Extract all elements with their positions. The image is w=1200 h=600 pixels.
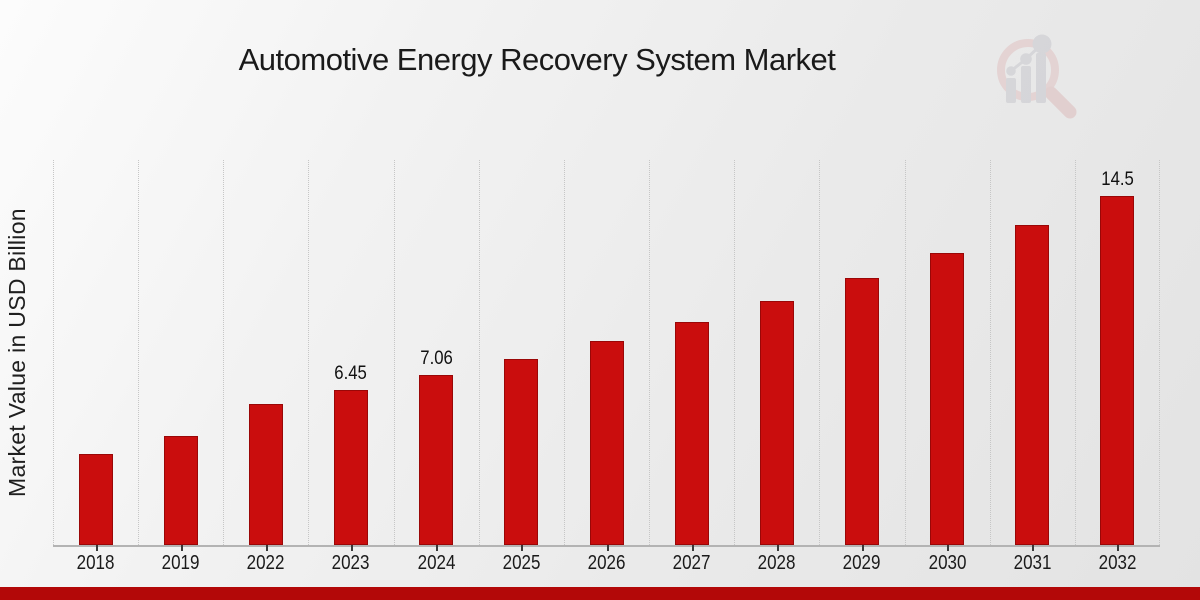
bar-2023 xyxy=(334,389,369,545)
x-axis-tick xyxy=(776,545,779,551)
x-axis-tick xyxy=(351,545,354,551)
gridline xyxy=(904,160,906,545)
x-axis-tick xyxy=(521,545,524,551)
x-tick-label-2030: 2030 xyxy=(928,552,967,574)
bar-2018 xyxy=(78,454,113,545)
bar-value-label: 14.5 xyxy=(1101,169,1134,191)
x-axis-tick xyxy=(1032,545,1035,551)
magnifier-handle-icon xyxy=(1044,86,1077,119)
x-axis-tick xyxy=(1117,545,1120,551)
gridline xyxy=(1074,160,1076,545)
bar-2031 xyxy=(1015,224,1050,545)
x-tick-label-2028: 2028 xyxy=(757,552,796,574)
gridline xyxy=(1159,160,1160,545)
y-axis-label: Market Value in USD Billion xyxy=(4,208,30,497)
bar-2025 xyxy=(504,359,539,545)
gridline xyxy=(563,160,565,545)
x-tick-label-2025: 2025 xyxy=(502,552,541,574)
logo-bars-icon xyxy=(1006,34,1052,103)
gridline xyxy=(223,160,225,545)
bar-2029 xyxy=(844,277,879,545)
gridline xyxy=(649,160,651,545)
x-tick-label-2031: 2031 xyxy=(1013,552,1052,574)
bar-2024 xyxy=(419,375,454,545)
x-axis-tick xyxy=(95,545,98,551)
x-tick-label-2022: 2022 xyxy=(246,552,285,574)
bar-2019 xyxy=(163,436,198,545)
mrfr-logo xyxy=(997,34,1077,119)
chart-title: Automotive Energy Recovery System Market xyxy=(238,42,836,77)
x-tick-label-2018: 2018 xyxy=(76,552,115,574)
x-axis-tick xyxy=(947,545,950,551)
footer-ribbon xyxy=(0,587,1200,600)
bar-2032 xyxy=(1100,196,1135,545)
x-axis-tick xyxy=(436,545,439,551)
bar-2022 xyxy=(248,403,283,545)
x-axis-tick xyxy=(265,545,268,551)
bar-2030 xyxy=(930,252,965,545)
x-axis-tick xyxy=(606,545,609,551)
bar-value-label: 6.45 xyxy=(334,362,368,384)
x-axis-tick xyxy=(861,545,864,551)
bar-2027 xyxy=(674,321,709,545)
gridline xyxy=(393,160,395,545)
x-tick-label-2023: 2023 xyxy=(332,552,370,574)
x-tick-label-2019: 2019 xyxy=(161,552,200,574)
bar-2026 xyxy=(589,341,624,545)
bar-2028 xyxy=(759,300,794,545)
gridline xyxy=(734,160,736,545)
gridline xyxy=(53,160,54,545)
x-tick-label-2026: 2026 xyxy=(587,552,626,574)
gridline xyxy=(989,160,991,545)
gridline xyxy=(819,160,821,545)
bar-value-label: 7.06 xyxy=(419,348,453,370)
gridline xyxy=(138,160,140,545)
plot-area: 2018 2019 2022 6.45 2023 7.06 2024 2025 2026 2027… xyxy=(53,160,1160,574)
x-tick-label-2027: 2027 xyxy=(672,552,711,574)
x-tick-label-2024: 2024 xyxy=(417,552,456,574)
x-axis-tick xyxy=(691,545,694,551)
gridline xyxy=(308,160,310,545)
x-tick-label-2032: 2032 xyxy=(1098,552,1137,574)
x-axis-tick xyxy=(180,545,183,551)
x-tick-label-2029: 2029 xyxy=(843,552,881,574)
gridline xyxy=(478,160,480,545)
